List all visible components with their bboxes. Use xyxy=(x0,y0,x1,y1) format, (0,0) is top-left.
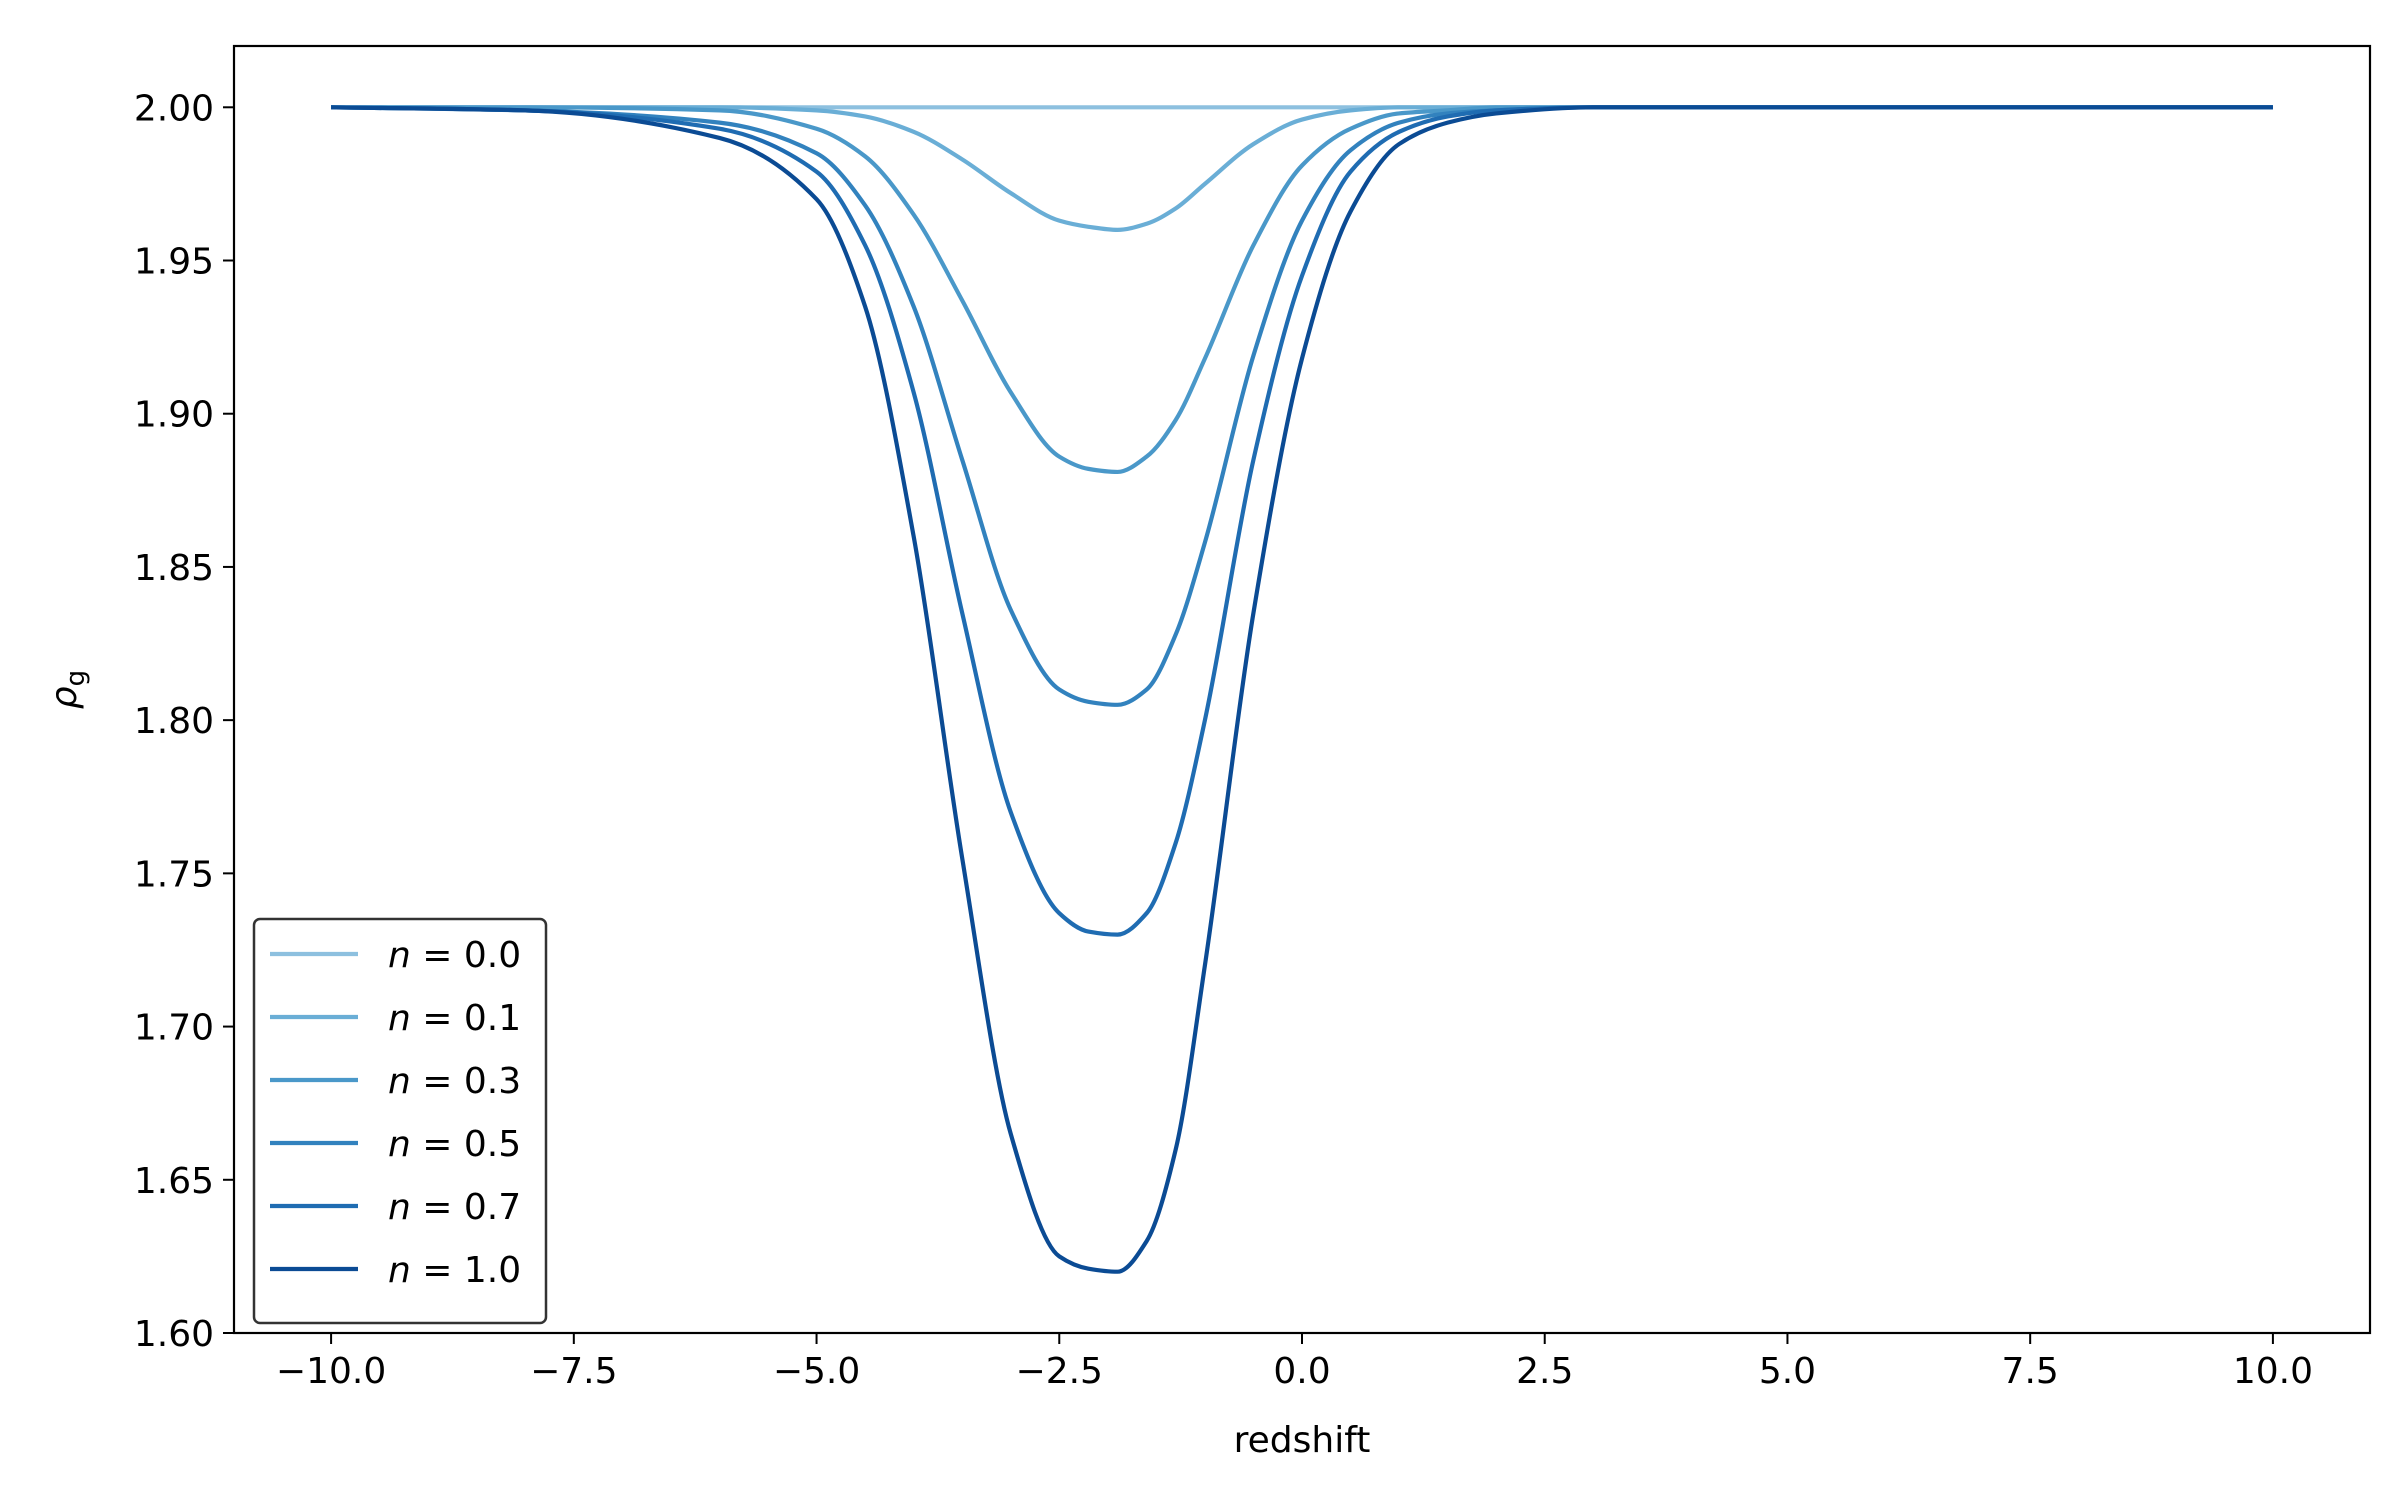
legend-entry-label: n = 0.5 xyxy=(388,1124,521,1165)
legend-entry-label: n = 0.1 xyxy=(388,998,521,1039)
x-tick-label: −5.0 xyxy=(773,1351,860,1392)
y-tick-label: 1.85 xyxy=(134,548,214,589)
y-axis-label: ρg xyxy=(44,670,91,709)
legend-entry-label: n = 0.7 xyxy=(388,1187,521,1228)
y-tick-label: 1.75 xyxy=(134,854,214,895)
x-tick-label: 0.0 xyxy=(1273,1351,1330,1392)
y-axis-label-symbol: ρ xyxy=(44,686,85,709)
x-axis-label: redshift xyxy=(1234,1420,1371,1461)
legend-entry-label: n = 0.3 xyxy=(388,1061,521,1102)
y-tick-label: 1.70 xyxy=(134,1008,214,1049)
series-line-n-1-0 xyxy=(331,105,2273,1274)
legend-entry-label: n = 0.0 xyxy=(388,935,521,976)
y-tick-label: 1.90 xyxy=(134,395,214,436)
x-tick-label: −2.5 xyxy=(1016,1351,1103,1392)
y-tick-label: 1.60 xyxy=(134,1314,214,1355)
x-tick-label: −10.0 xyxy=(276,1351,386,1392)
legend-entry-label: n = 1.0 xyxy=(388,1250,521,1291)
y-tick-label: 1.65 xyxy=(134,1161,214,1202)
x-tick-label: 7.5 xyxy=(2002,1351,2059,1392)
x-tick-label: 5.0 xyxy=(1759,1351,1816,1392)
x-tick-label: −7.5 xyxy=(530,1351,617,1392)
y-tick-label: 2.00 xyxy=(134,88,214,129)
y-tick-label: 1.95 xyxy=(134,242,214,283)
series-layer xyxy=(331,105,2273,1274)
x-axis: −10.0 −7.5 −5.0 −2.5 0.0 2.5 5.0 7.5 10.0 xyxy=(276,1333,2313,1392)
legend-box xyxy=(252,917,548,1325)
y-axis-label-subscript: g xyxy=(61,670,91,687)
y-axis: 1.60 1.65 1.70 1.75 1.80 1.85 1.90 1.95 2.00 xyxy=(134,88,234,1355)
x-tick-label: 10.0 xyxy=(2233,1351,2313,1392)
x-tick-label: 2.5 xyxy=(1516,1351,1573,1392)
legend: n = 0.0 n = 0.1 n = 0.3 n = 0.5 n = 0.7 n = 1… xyxy=(252,917,548,1325)
y-tick-label: 1.80 xyxy=(134,701,214,742)
